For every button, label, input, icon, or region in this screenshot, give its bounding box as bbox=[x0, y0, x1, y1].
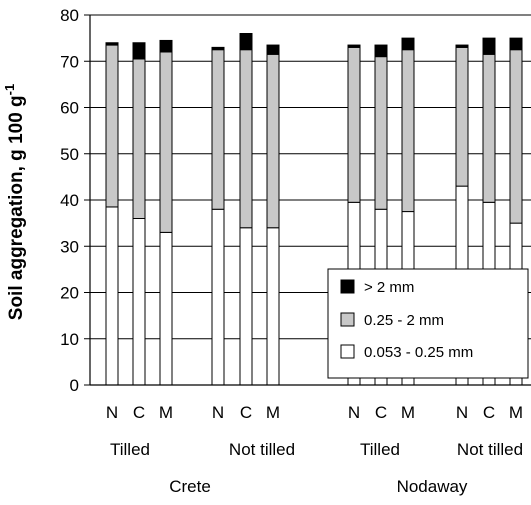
bar-segment-7-series-2 bbox=[347, 46, 361, 203]
bar-segment-5-series-2 bbox=[239, 49, 253, 229]
bar-segment-11-series-2 bbox=[482, 53, 496, 203]
treatment-label-4: Not tilled bbox=[457, 440, 523, 459]
x-category-label-1: N bbox=[106, 403, 118, 422]
bar-segment-11-series-3 bbox=[482, 37, 496, 55]
legend: > 2 mm 0.25 - 2 mm 0.053 - 0.25 mm bbox=[327, 268, 529, 379]
legend-label-2: 0.25 - 2 mm bbox=[364, 312, 444, 329]
x-category-label-4: N bbox=[212, 403, 224, 422]
y-axis-title: Soil aggregation, g 100 g-1 bbox=[2, 84, 27, 320]
legend-swatch-2 bbox=[340, 312, 355, 327]
axes bbox=[84, 14, 531, 386]
y-tick-label-60: 60 bbox=[60, 99, 79, 118]
y-tick-label-30: 30 bbox=[60, 237, 79, 256]
legend-swatch-3 bbox=[340, 344, 355, 359]
bar-segment-4-series-1 bbox=[211, 208, 225, 386]
y-tick-label-20: 20 bbox=[60, 284, 79, 303]
y-tick-label-40: 40 bbox=[60, 191, 79, 210]
bar-segment-8-series-3 bbox=[374, 44, 388, 58]
x-category-label-2: C bbox=[133, 403, 145, 422]
bar-segment-10-series-3 bbox=[455, 44, 469, 48]
bar-segment-10-series-2 bbox=[455, 46, 469, 187]
bar-segment-3-series-2 bbox=[159, 51, 173, 233]
bar-segment-1-series-2 bbox=[105, 44, 119, 208]
legend-label-3: 0.053 - 0.25 mm bbox=[364, 344, 473, 361]
bar-segment-2-series-1 bbox=[132, 218, 146, 386]
bar-segment-4-series-2 bbox=[211, 49, 225, 210]
x-category-label-8: C bbox=[375, 403, 387, 422]
bar-segment-5-series-1 bbox=[239, 227, 253, 386]
treatment-label-3: Tilled bbox=[360, 440, 400, 459]
bar-segment-1-series-3 bbox=[105, 42, 119, 46]
treatment-label-1: Tilled bbox=[110, 440, 150, 459]
x-category-label-10: N bbox=[456, 403, 468, 422]
bar-segment-1-series-1 bbox=[105, 206, 119, 386]
x-category-label-7: N bbox=[348, 403, 360, 422]
y-axis-title-superscript: -1 bbox=[2, 84, 17, 96]
x-category-label-5: C bbox=[240, 403, 252, 422]
bar-segment-6-series-1 bbox=[266, 227, 280, 386]
bar-segment-8-series-2 bbox=[374, 56, 388, 210]
x-category-label-11: C bbox=[483, 403, 495, 422]
y-tick-label-0: 0 bbox=[70, 376, 79, 395]
bar-segment-2-series-2 bbox=[132, 58, 146, 219]
bar-segment-2-series-3 bbox=[132, 42, 146, 60]
y-tick-label-10: 10 bbox=[60, 330, 79, 349]
treatment-label-2: Not tilled bbox=[229, 440, 295, 459]
y-axis-title-text: Soil aggregation, g 100 g bbox=[6, 95, 27, 320]
x-category-label-12: M bbox=[509, 403, 523, 422]
bar-segment-9-series-2 bbox=[401, 49, 415, 213]
bar-segment-4-series-3 bbox=[211, 46, 225, 51]
bar-segment-12-series-2 bbox=[509, 49, 523, 224]
y-tick-label-80: 80 bbox=[60, 6, 79, 25]
site-label-1: Crete bbox=[169, 477, 211, 496]
bar-segment-12-series-3 bbox=[509, 37, 523, 51]
legend-box bbox=[327, 268, 529, 379]
x-category-label-9: M bbox=[401, 403, 415, 422]
bar-segment-3-series-3 bbox=[159, 39, 173, 53]
bar-segment-6-series-3 bbox=[266, 44, 280, 55]
bar-segment-5-series-3 bbox=[239, 33, 253, 51]
bar-segment-9-series-3 bbox=[401, 37, 415, 51]
y-tick-label-70: 70 bbox=[60, 52, 79, 71]
legend-swatch-1 bbox=[340, 279, 355, 294]
x-category-label-6: M bbox=[266, 403, 280, 422]
site-label-2: Nodaway bbox=[397, 477, 468, 496]
bar-segment-3-series-1 bbox=[159, 231, 173, 386]
legend-label-1: > 2 mm bbox=[364, 279, 414, 296]
bar-segment-7-series-3 bbox=[347, 44, 361, 48]
bar-segment-6-series-2 bbox=[266, 53, 280, 229]
x-category-label-3: M bbox=[159, 403, 173, 422]
y-tick-label-50: 50 bbox=[60, 145, 79, 164]
